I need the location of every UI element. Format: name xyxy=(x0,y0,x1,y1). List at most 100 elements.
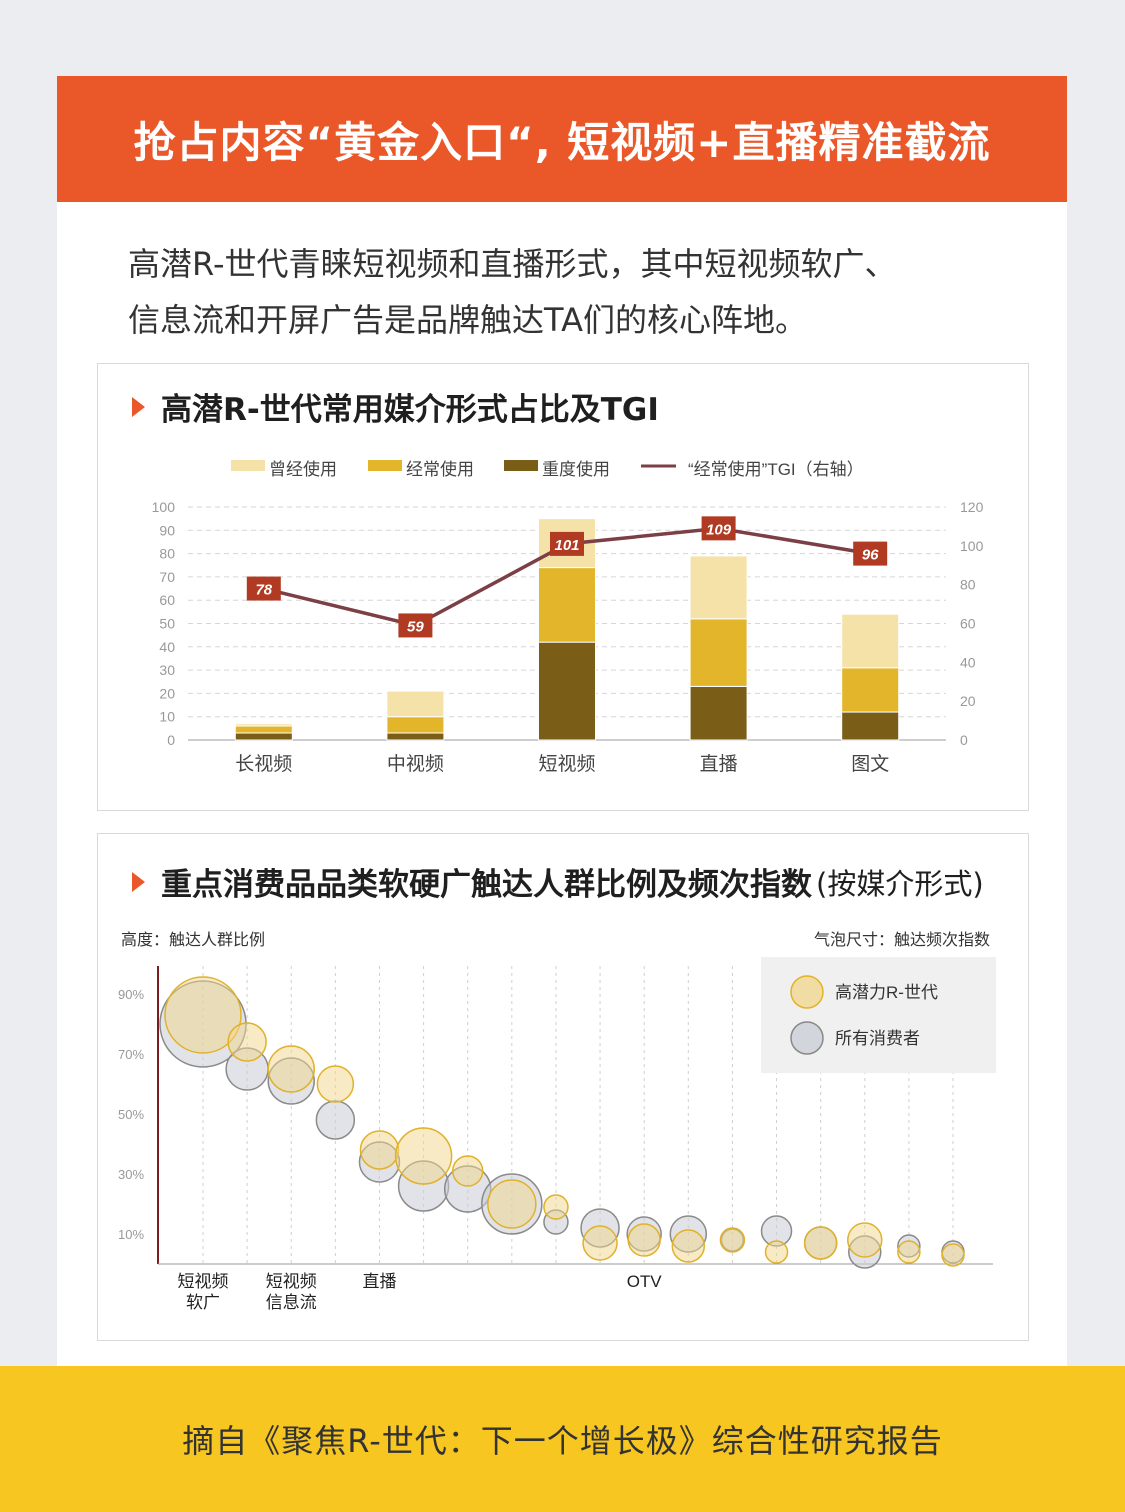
bubble-high-potential xyxy=(847,1222,883,1258)
tgi-data-label: 78 xyxy=(255,582,272,599)
y-tick-label: 60 xyxy=(159,592,175,608)
bar-segment xyxy=(538,567,596,643)
legend-marker xyxy=(790,975,824,1009)
y2-tick-label: 100 xyxy=(960,538,984,554)
bar-segment xyxy=(386,732,445,741)
x-tick-label: 短视频 xyxy=(266,1272,317,1291)
y2-tick-label: 80 xyxy=(960,577,976,593)
y-axis-title: 高度：触达人群比例 xyxy=(121,931,265,949)
tgi-label-box xyxy=(550,531,584,556)
intro-line-1: 高潜R-世代青睐短视频和直播形式，其中短视频软广、 xyxy=(128,245,897,283)
legend-label: 经常使用 xyxy=(406,459,474,479)
bubble-high-potential xyxy=(359,1130,400,1170)
bar-segment xyxy=(234,723,293,727)
ad-reach-title-text: 重点消费品品类软硬广触达人群比例及频次指数 xyxy=(161,867,812,903)
bubble-high-potential xyxy=(582,1225,618,1261)
y-tick-label: 20 xyxy=(159,685,175,701)
y2-tick-label: 40 xyxy=(960,654,976,670)
bar-segment xyxy=(689,618,748,687)
tgi-label-box xyxy=(701,516,736,541)
triangle-bullet-icon xyxy=(132,396,145,417)
bubble-high-potential xyxy=(487,1179,537,1229)
bar-segment xyxy=(538,641,596,741)
bubble-high-potential xyxy=(764,1240,789,1264)
bubble-high-potential xyxy=(164,976,242,1054)
y-tick-label: 50 xyxy=(159,616,175,632)
source-text: 摘自《聚焦R-世代：下一个增长极》综合性研究报告 xyxy=(182,1422,943,1460)
tgi-data-label: 109 xyxy=(706,521,732,538)
bar-segment xyxy=(689,555,748,620)
bubble-high-potential xyxy=(671,1229,706,1263)
x-tick-label: 直播 xyxy=(362,1272,396,1291)
bubble-high-potential xyxy=(451,1155,484,1187)
bubble-high-potential xyxy=(543,1194,569,1220)
x-tick-label: 直播 xyxy=(700,753,738,775)
y-tick-label: 70 xyxy=(159,569,175,585)
y2-tick-label: 20 xyxy=(960,693,976,709)
bar-segment xyxy=(841,667,900,713)
legend-label: 高潜力R-世代 xyxy=(835,983,938,1002)
ad-reach-chart: 高度：触达人群比例 气泡尺寸：触达频次指数 90% 70% 50% 30% 10% 高潜力R-… xyxy=(118,931,996,1312)
y-tick-label: 80 xyxy=(159,546,175,562)
triangle-bullet-icon xyxy=(132,871,145,892)
y2-tick-label: 120 xyxy=(960,499,984,515)
legend-swatch xyxy=(504,460,538,471)
intro-text: 高潜R-世代青睐短视频和直播形式，其中短视频软广、 信息流和开屏广告是品牌触达T… xyxy=(128,236,1008,348)
x-tick-label: 短视频 xyxy=(178,1272,229,1291)
y-tick-label: 10% xyxy=(118,1227,144,1242)
legend-label: 重度使用 xyxy=(542,459,610,479)
size-legend-title: 气泡尺寸：触达频次指数 xyxy=(814,931,990,949)
tgi-label-box xyxy=(398,613,433,638)
bubble-all-consumers xyxy=(315,1100,356,1140)
y-tick-label: 40 xyxy=(159,639,175,655)
y-tick-label: 30 xyxy=(159,662,175,678)
bubble-high-potential xyxy=(897,1240,921,1264)
bubble-high-potential xyxy=(267,1045,315,1093)
media-usage-chart: 曾经使用 经常使用 重度使用 “经常使用”TGI（右轴） 0 10 20 30 40 50 60 70… xyxy=(152,459,984,775)
legend-swatch xyxy=(368,460,402,471)
legend-label: 所有消费者 xyxy=(835,1029,920,1048)
bar-segment xyxy=(234,725,293,734)
bubble-high-potential xyxy=(627,1223,661,1257)
media-usage-title: 高潜R-世代常用媒介形式占比及TGI xyxy=(132,384,659,429)
legend-label: 曾经使用 xyxy=(269,459,337,479)
legend-swatch xyxy=(231,460,265,471)
y-tick-label: 90 xyxy=(159,522,175,538)
x-tick-label: 短视频 xyxy=(538,753,595,775)
ad-reach-title: 重点消费品品类软硬广触达人群比例及频次指数 (按媒介形式) xyxy=(132,859,984,904)
bubble-high-potential xyxy=(227,1022,267,1062)
tgi-label-box xyxy=(853,541,888,566)
tgi-data-label: 101 xyxy=(554,537,579,554)
y-tick-label: 70% xyxy=(118,1047,144,1062)
x-tick-label: 信息流 xyxy=(266,1293,317,1312)
media-usage-title-text: 高潜R-世代常用媒介形式占比及TGI xyxy=(161,392,659,428)
bubble-high-potential xyxy=(719,1227,746,1253)
intro-line-2: 信息流和开屏广告是品牌触达TA们的核心阵地。 xyxy=(128,301,807,339)
media-usage-panel: 高潜R-世代常用媒介形式占比及TGI 曾经使用 经常使用 重度使用 “经常使用”TGI… xyxy=(97,363,1029,811)
y-tick-label: 100 xyxy=(152,499,176,515)
bar-segment xyxy=(386,716,445,734)
x-tick-label: 中视频 xyxy=(387,753,444,775)
y-tick-label: 30% xyxy=(118,1167,144,1182)
page-title: 抢占内容“黄金入口“, 短视频+直播精准截流 xyxy=(133,117,991,167)
tgi-data-label: 96 xyxy=(862,547,879,564)
bar-segment xyxy=(689,685,748,741)
ad-reach-panel: 重点消费品品类软硬广触达人群比例及频次指数 (按媒介形式) 高度：触达人群比例 气… xyxy=(97,833,1029,1341)
ad-reach-subtitle: (按媒介形式) xyxy=(816,866,984,901)
y-tick-label: 0 xyxy=(167,732,175,748)
x-tick-label: 图文 xyxy=(851,753,889,775)
y2-tick-label: 0 xyxy=(960,732,968,748)
bubble-high-potential xyxy=(803,1226,838,1260)
legend-marker xyxy=(790,1021,824,1055)
x-tick-label: 软广 xyxy=(186,1293,220,1312)
bar-segment xyxy=(841,613,900,669)
source-footer: 摘自《聚焦R-世代：下一个增长极》综合性研究报告 xyxy=(0,1366,1125,1512)
y-tick-label: 90% xyxy=(118,987,144,1002)
page-title-banner: 抢占内容“黄金入口“, 短视频+直播精准截流 xyxy=(57,76,1067,202)
bubble-high-potential xyxy=(941,1243,965,1267)
tgi-label-box xyxy=(246,576,281,601)
x-tick-label: 长视频 xyxy=(235,753,292,775)
bubble-high-potential xyxy=(394,1127,453,1185)
legend-box xyxy=(761,957,996,1073)
bar-segment xyxy=(841,711,900,741)
